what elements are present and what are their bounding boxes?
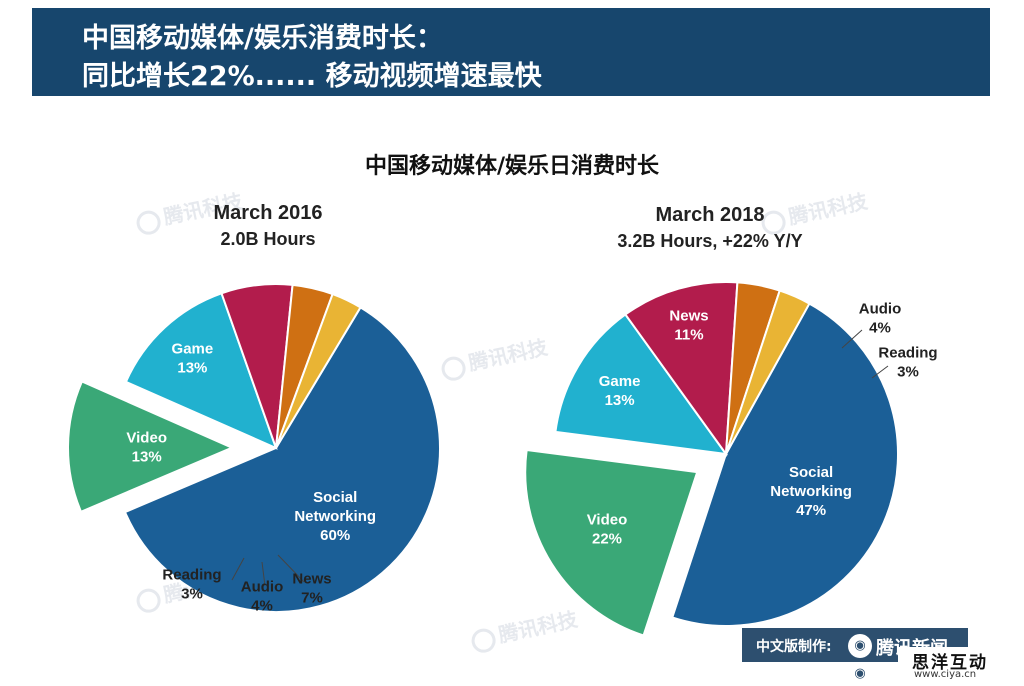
tencent-news-logo-icon: ◉ bbox=[848, 634, 872, 658]
pie-subtitle: 2.0B Hours bbox=[220, 229, 315, 249]
pie-slice-video bbox=[67, 380, 235, 514]
banner-title-line-2: 同比增长22%...... 移动视频增速最快 bbox=[82, 61, 542, 92]
pie-title: March 2016 bbox=[214, 202, 323, 224]
pie-title: March 2018 bbox=[656, 204, 765, 226]
slice-label: 7% bbox=[301, 590, 323, 607]
slice-label: News bbox=[669, 308, 708, 325]
footer-label: 中文版制作: bbox=[756, 639, 832, 655]
pie-slice-news bbox=[623, 281, 739, 457]
site-name: 思洋互动 bbox=[912, 653, 988, 673]
banner-title-line-1: 中国移动媒体/娱乐消费时长： bbox=[82, 23, 443, 54]
chart-title: 中国移动媒体/娱乐日消费时长 bbox=[364, 154, 660, 179]
slice-label: 13% bbox=[132, 449, 162, 466]
pie-slice-reading bbox=[275, 292, 362, 449]
slice-label: Audio bbox=[241, 579, 284, 596]
slice-label: Game bbox=[599, 373, 641, 390]
leader-line bbox=[277, 554, 305, 583]
slice-label: Networking bbox=[294, 508, 376, 525]
leader-line bbox=[871, 365, 889, 379]
slice-label: Reading bbox=[162, 567, 221, 584]
leader-line bbox=[841, 329, 863, 349]
slice-label: 13% bbox=[177, 359, 207, 376]
pie-slice-game bbox=[124, 292, 278, 450]
pie-slice-reading bbox=[725, 289, 811, 455]
slice-label: 47% bbox=[796, 502, 826, 519]
slice-label: 4% bbox=[251, 598, 273, 615]
leader-line bbox=[231, 557, 245, 581]
pie-slice-video bbox=[524, 448, 699, 637]
pie-slice-game bbox=[554, 313, 729, 456]
slice-label: 13% bbox=[605, 392, 635, 409]
pie-slice-social-networking bbox=[123, 306, 441, 613]
slice-label: Video bbox=[587, 511, 628, 528]
slice-label: Social bbox=[313, 489, 357, 506]
pie-slice-social-networking bbox=[671, 302, 900, 628]
slice-label: 3% bbox=[181, 586, 203, 603]
slice-label: 3% bbox=[897, 364, 919, 381]
slice-label: Video bbox=[126, 430, 167, 447]
slice-label: Social bbox=[789, 464, 833, 481]
slice-label: Networking bbox=[770, 483, 852, 500]
tencent-news-logo-icon: ◉ bbox=[848, 662, 872, 686]
site-watermark-box bbox=[898, 647, 1024, 686]
slice-label: 60% bbox=[320, 527, 350, 544]
title-banner: 中国移动媒体/娱乐消费时长： 同比增长22%...... 移动视频增速最快 bbox=[32, 8, 990, 96]
site-url: www.ciya.cn bbox=[914, 669, 977, 680]
slice-label: 11% bbox=[674, 327, 703, 344]
slice-label: News bbox=[292, 571, 331, 588]
slice-label: Game bbox=[172, 340, 214, 357]
slice-label: Reading bbox=[878, 345, 937, 362]
pie-subtitle: 3.2B Hours, +22% Y/Y bbox=[617, 231, 802, 251]
slice-label: Audio bbox=[859, 301, 902, 318]
slice-label: 22% bbox=[592, 530, 622, 547]
slice-label: 4% bbox=[869, 320, 891, 337]
leader-line bbox=[261, 561, 266, 587]
